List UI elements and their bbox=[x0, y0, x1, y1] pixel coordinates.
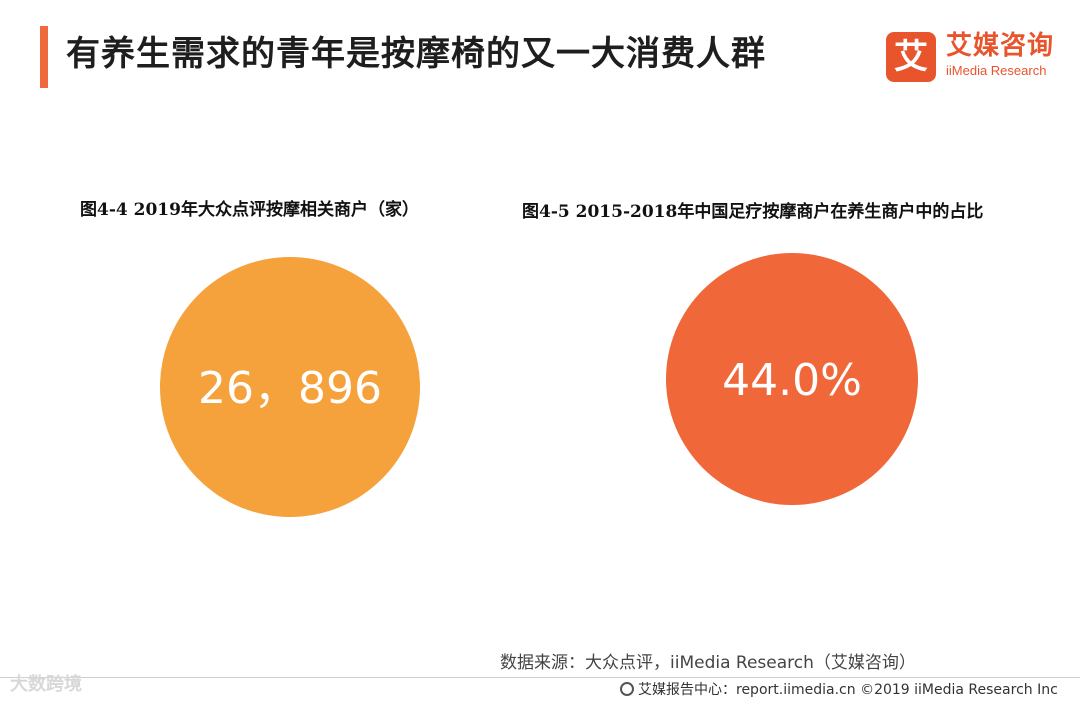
brand-name-cn: 艾媒咨询 bbox=[946, 31, 1055, 61]
title-accent-bar bbox=[40, 26, 48, 88]
footer-divider bbox=[0, 677, 1080, 678]
brand-logo-block: 艾 艾媒咨询 iiMedia Research bbox=[886, 31, 1066, 82]
footer-text: 艾媒报告中心：report.iimedia.cn ©2019 iiMedia R… bbox=[638, 682, 1058, 698]
brand-name-en: iiMedia Research bbox=[946, 63, 1047, 78]
brand-logo-icon: 艾 bbox=[886, 32, 936, 82]
chart-1-title: 图4-4 2019年大众点评按摩相关商户（家） bbox=[80, 200, 419, 220]
footer: 艾媒报告中心：report.iimedia.cn ©2019 iiMedia R… bbox=[620, 680, 1058, 700]
chart-2-circle bbox=[666, 253, 918, 505]
globe-icon bbox=[620, 682, 634, 696]
chart-1-circle bbox=[160, 257, 420, 517]
watermark: 大数跨境 bbox=[10, 674, 82, 695]
chart-1-value-label: 26，896 bbox=[198, 363, 382, 414]
chart-2-title: 图4-5 2015-2018年中国足疗按摩商户在养生商户中的占比 bbox=[522, 202, 984, 222]
data-source: 数据来源：大众点评，iiMedia Research（艾媒咨询） bbox=[500, 653, 916, 673]
page-title: 有养生需求的青年是按摩椅的又一大消费人群 bbox=[66, 34, 766, 74]
chart-2-value-label: 44.0% bbox=[722, 355, 862, 406]
